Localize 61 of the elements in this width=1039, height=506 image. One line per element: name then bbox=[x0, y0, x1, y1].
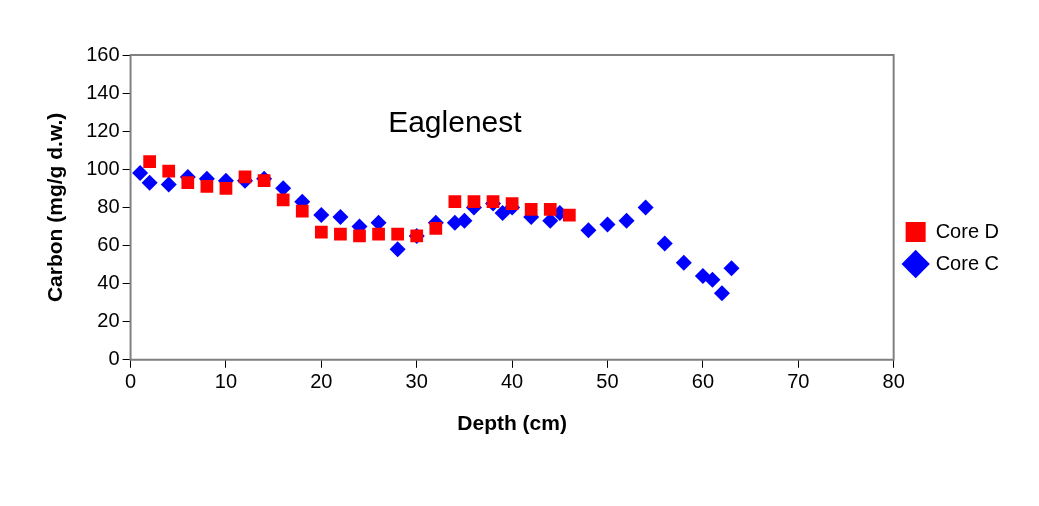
point bbox=[713, 285, 730, 302]
point bbox=[656, 235, 673, 252]
point bbox=[467, 195, 481, 209]
legend-label: Core D bbox=[935, 219, 1000, 242]
point bbox=[448, 195, 462, 209]
point bbox=[353, 229, 366, 243]
point bbox=[675, 254, 692, 271]
x-tick-label: 0 bbox=[125, 370, 137, 393]
legend-label: Core C bbox=[935, 251, 1000, 274]
point bbox=[723, 260, 740, 277]
x-tick-label: 80 bbox=[882, 370, 905, 393]
point bbox=[391, 227, 405, 241]
point bbox=[314, 225, 328, 239]
x-tick-label: 10 bbox=[214, 370, 238, 393]
point bbox=[160, 176, 177, 193]
point bbox=[257, 174, 271, 188]
x-axis-title: Depth (cm) bbox=[457, 411, 567, 435]
point bbox=[295, 204, 309, 218]
text: Eaglenest bbox=[388, 104, 523, 138]
point bbox=[334, 227, 347, 241]
x-tick-label: 40 bbox=[500, 370, 524, 393]
y-tick-label: 60 bbox=[97, 233, 120, 256]
x-tick-label: 70 bbox=[787, 370, 810, 393]
point bbox=[276, 193, 290, 207]
point bbox=[219, 181, 233, 195]
point bbox=[143, 155, 157, 169]
point bbox=[456, 212, 473, 229]
x-tick-label: 30 bbox=[405, 370, 428, 393]
x-tick-label: 50 bbox=[596, 370, 619, 393]
point bbox=[332, 208, 349, 225]
y-tick-label: 20 bbox=[97, 309, 120, 332]
point bbox=[618, 212, 635, 229]
point bbox=[389, 241, 406, 258]
point bbox=[543, 202, 557, 216]
point bbox=[562, 208, 576, 222]
y-tick-label: 140 bbox=[86, 80, 120, 103]
y-axis-title: Carbon (mg/g d.w.) bbox=[43, 112, 67, 303]
x-tick-label: 60 bbox=[691, 370, 715, 393]
point bbox=[694, 267, 711, 284]
point bbox=[524, 202, 538, 216]
point bbox=[200, 180, 214, 193]
point bbox=[637, 199, 654, 216]
point bbox=[372, 227, 385, 241]
y-tick-label: 100 bbox=[86, 156, 120, 179]
point bbox=[181, 176, 195, 189]
point bbox=[599, 216, 616, 233]
y-tick-label: 0 bbox=[108, 347, 120, 370]
point bbox=[580, 222, 597, 239]
point bbox=[162, 164, 176, 178]
y-tick-label: 80 bbox=[97, 194, 120, 217]
point bbox=[132, 165, 149, 182]
y-tick-label: 160 bbox=[86, 42, 120, 65]
point bbox=[505, 197, 519, 210]
point bbox=[429, 221, 443, 235]
y-tick-label: 120 bbox=[86, 118, 120, 141]
x-tick-label: 20 bbox=[310, 370, 333, 393]
point bbox=[494, 205, 511, 222]
point bbox=[704, 271, 721, 288]
point bbox=[313, 207, 330, 224]
point bbox=[141, 174, 158, 191]
y-tick-label: 40 bbox=[97, 271, 120, 294]
